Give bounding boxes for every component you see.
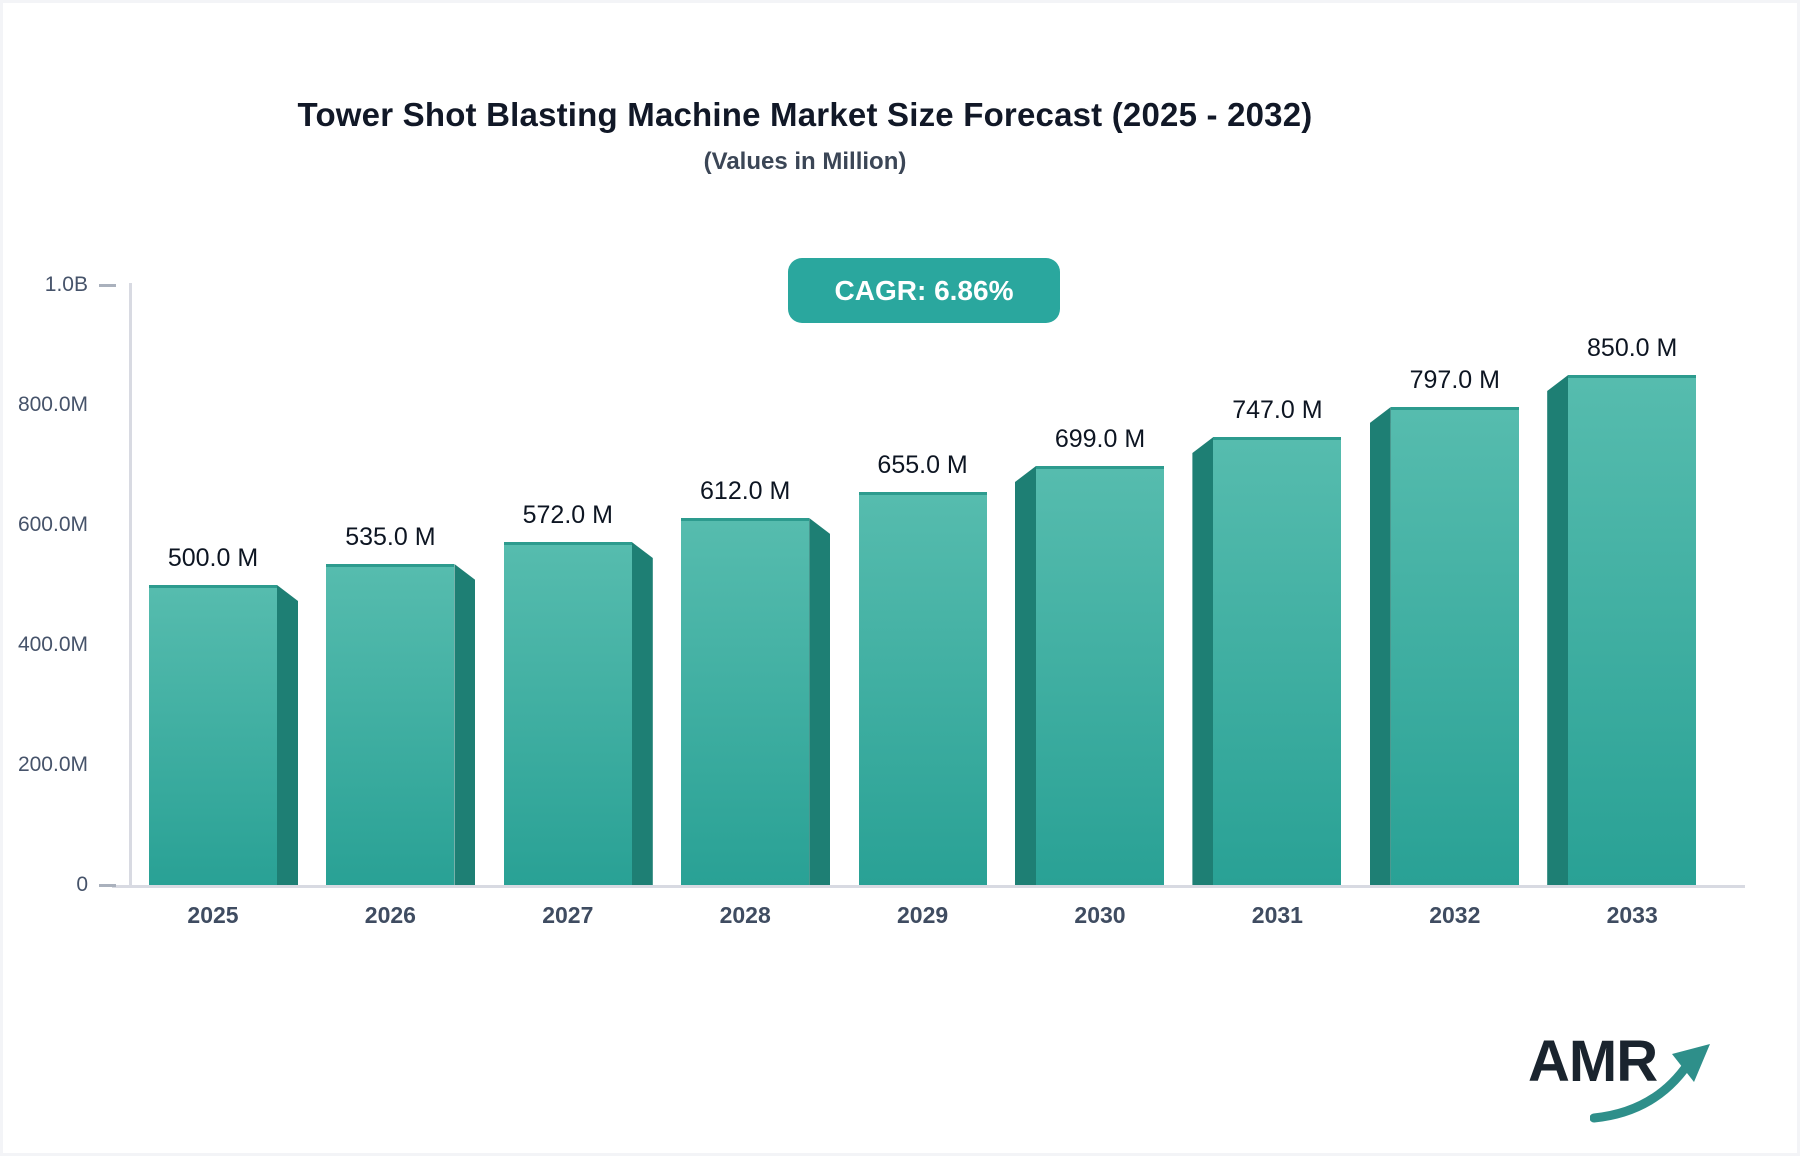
bar-value-label: 747.0 M — [1232, 396, 1323, 424]
x-tick-label: 2027 — [542, 902, 594, 928]
bar — [858, 492, 987, 885]
y-tick-label: 600.0M — [17, 513, 88, 536]
chart-card: Tower Shot Blasting Machine Market Size … — [3, 3, 1797, 1153]
bar-value-label: 612.0 M — [700, 477, 791, 505]
x-axis-line — [112, 885, 1745, 888]
bar-value-label: 655.0 M — [877, 451, 968, 479]
bar-value-label: 797.0 M — [1409, 366, 1500, 394]
bar-side-3d — [809, 518, 831, 885]
bar-side-3d — [1192, 437, 1214, 885]
bar — [1036, 466, 1164, 885]
bar — [149, 585, 277, 885]
y-tick-dash — [99, 884, 116, 887]
x-tick-label: 2026 — [364, 902, 416, 928]
y-axis-line — [129, 283, 132, 885]
x-tick-label: 2029 — [897, 902, 949, 928]
amr-logo-text: AMR — [1528, 1029, 1658, 1094]
chart-title: Tower Shot Blasting Machine Market Size … — [297, 96, 1313, 133]
y-tick-label: 0 — [76, 873, 88, 896]
bar-value-label: 500.0 M — [167, 544, 259, 572]
bar-side-3d — [1547, 375, 1569, 885]
x-tick-label: 2031 — [1251, 902, 1303, 928]
bar-value-label: 572.0 M — [522, 501, 613, 529]
y-tick-label: 800.0M — [17, 393, 88, 416]
bar — [1568, 375, 1697, 885]
bar-side-3d — [277, 585, 298, 885]
bar-value-label: 699.0 M — [1054, 425, 1146, 453]
chart-subtitle: (Values in Million) — [703, 148, 907, 175]
growth-arrow-icon — [1590, 1044, 1710, 1123]
bar-side-3d — [631, 542, 653, 885]
y-tick-dash — [99, 284, 116, 287]
bar-side-3d — [1015, 466, 1036, 885]
bar-side-3d — [1369, 407, 1391, 885]
cagr-badge: CAGR: 6.86% — [788, 258, 1060, 323]
x-tick-label: 2025 — [187, 902, 239, 928]
amr-logo: AMR — [1520, 1028, 1720, 1128]
bar — [326, 564, 455, 885]
y-tick-label: 1.0B — [44, 273, 88, 296]
y-tick-label: 200.0M — [17, 753, 88, 776]
x-tick-label: 2032 — [1429, 902, 1481, 928]
bar-value-label: 850.0 M — [1587, 334, 1678, 362]
bar-side-3d — [454, 564, 476, 885]
x-tick-label: 2033 — [1606, 902, 1658, 928]
bar-value-label: 535.0 M — [345, 523, 436, 551]
bar — [503, 542, 632, 885]
y-tick-label: 400.0M — [17, 633, 88, 656]
x-tick-label: 2030 — [1074, 902, 1126, 928]
bar — [1213, 437, 1342, 885]
bar — [681, 518, 810, 885]
x-tick-label: 2028 — [719, 902, 771, 928]
bar — [1390, 407, 1519, 885]
